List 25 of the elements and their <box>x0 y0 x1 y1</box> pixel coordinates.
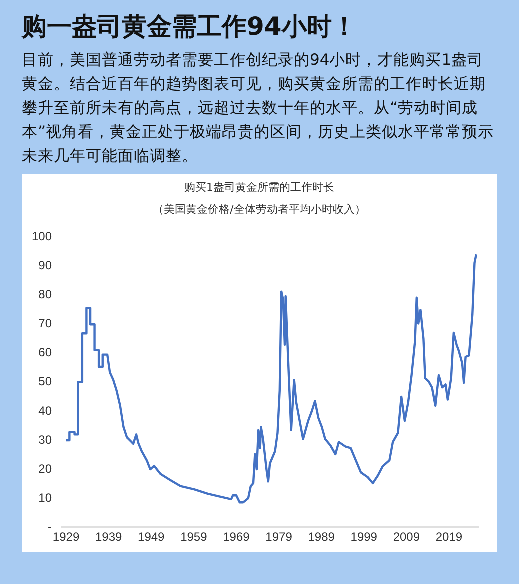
chart-subtitle: 目前，美国普通劳动者需要工作创纪录的94小时，才能购买1盎司黄金。结合近百年的趋势图表可见，购买黄金所需的工作时长近期攀升至前所未有的高点，远超过去数十年的水平。从“劳动时间成本”视角看，黄金正处于极端昂贵的区间，历史上类似水平常常预示未来几年可能面临调整。 <box>21 50 496 167</box>
y-tick-label: 40 <box>38 404 52 418</box>
x-tick-label: 2009 <box>393 530 420 544</box>
y-tick-label: 100 <box>32 230 52 244</box>
y-tick-label: 30 <box>38 432 52 447</box>
x-tick-label: 1959 <box>180 530 208 544</box>
text: 购买1盎司黄金所需的工作时长 <box>184 180 336 196</box>
y-tick-label: - <box>48 520 52 534</box>
x-tick-label: 1949 <box>138 530 166 544</box>
x-tick-label: 1939 <box>95 530 122 544</box>
y-tick-label: 70 <box>38 316 52 331</box>
chart-title: 购一盎司黄金需工作94小时！ <box>20 11 358 43</box>
x-tick-label: 1989 <box>308 530 336 544</box>
y-tick-label: 90 <box>38 258 52 273</box>
y-tick-label: 20 <box>38 462 52 476</box>
y-tick-label: 60 <box>38 346 52 360</box>
x-tick-label: 1969 <box>223 530 250 544</box>
x-tick-label: 1929 <box>52 530 80 544</box>
x-tick-label: 1979 <box>266 530 293 544</box>
y-tick-label: 50 <box>38 374 52 389</box>
y-tick-label: 10 <box>38 490 52 505</box>
y-tick-label: 80 <box>38 288 52 302</box>
text: （美国黄金价格/全体劳动者平均小时收入） <box>152 202 367 218</box>
x-tick-label: 2019 <box>436 530 463 544</box>
x-tick-label: 1999 <box>350 530 378 544</box>
